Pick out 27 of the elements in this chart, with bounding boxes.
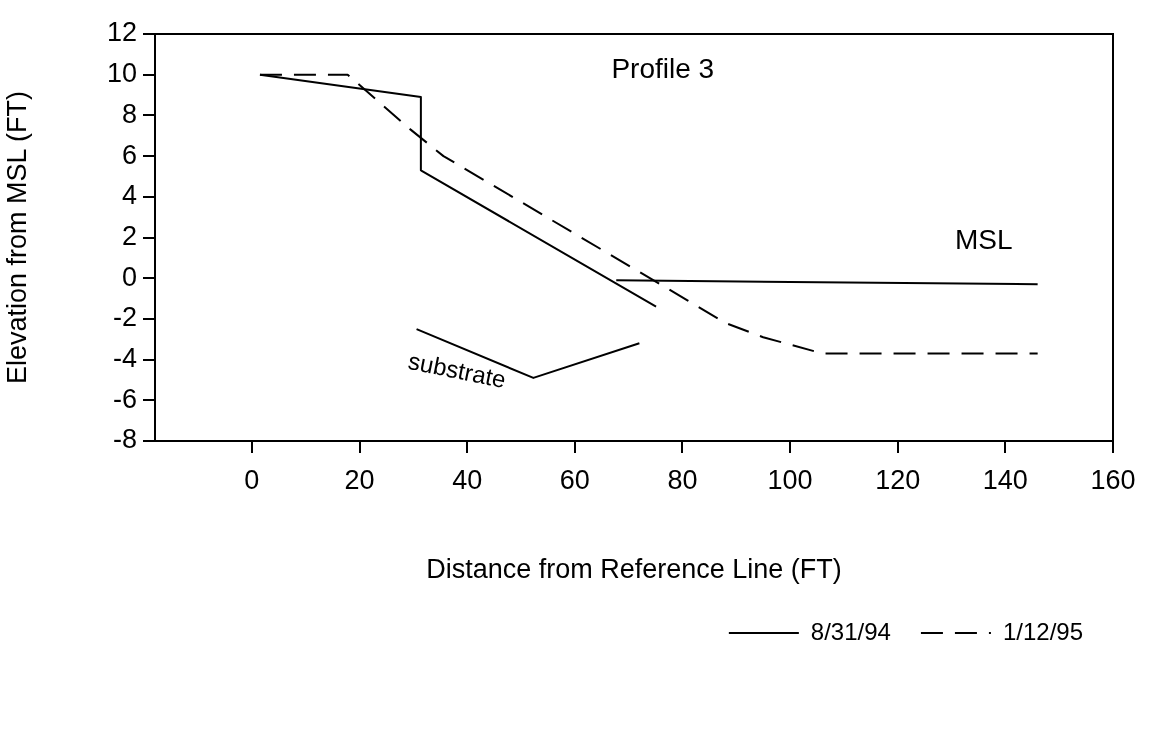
y-tick-label: -4 xyxy=(112,343,137,374)
y-tick-label: 4 xyxy=(121,180,137,211)
legend-label: 1/12/95 xyxy=(1002,617,1083,645)
y-tick-label: 0 xyxy=(121,261,137,292)
y-tick-label: 12 xyxy=(106,17,137,48)
x-axis-title: Distance from Reference Line (FT) xyxy=(426,554,842,585)
x-tick-label: 20 xyxy=(344,464,375,495)
y-axis-title: Elevation from MSL (FT) xyxy=(1,90,32,385)
y-tick-label: 2 xyxy=(121,220,137,251)
x-tick-label: 60 xyxy=(559,464,590,495)
y-tick-label: 6 xyxy=(121,139,137,170)
x-tick-label: 100 xyxy=(767,464,813,495)
x-tick-label: 40 xyxy=(452,464,483,495)
x-tick-label: 120 xyxy=(875,464,921,495)
y-tick-label: -6 xyxy=(112,383,137,414)
y-tick-label: 10 xyxy=(106,58,137,89)
x-tick-label: 140 xyxy=(982,464,1028,495)
y-tick-label: -8 xyxy=(112,424,137,455)
x-tick-label: 80 xyxy=(667,464,698,495)
x-tick-label: 0 xyxy=(244,464,260,495)
text: Profile 3 xyxy=(611,52,715,84)
annotation: substrate xyxy=(406,346,509,394)
x-tick-label: 160 xyxy=(1090,464,1136,495)
y-tick-label: -2 xyxy=(112,302,137,333)
y-tick-label: 8 xyxy=(121,98,137,129)
annotation: MSL xyxy=(954,224,1013,256)
legend-label: 8/31/94 xyxy=(810,617,891,645)
